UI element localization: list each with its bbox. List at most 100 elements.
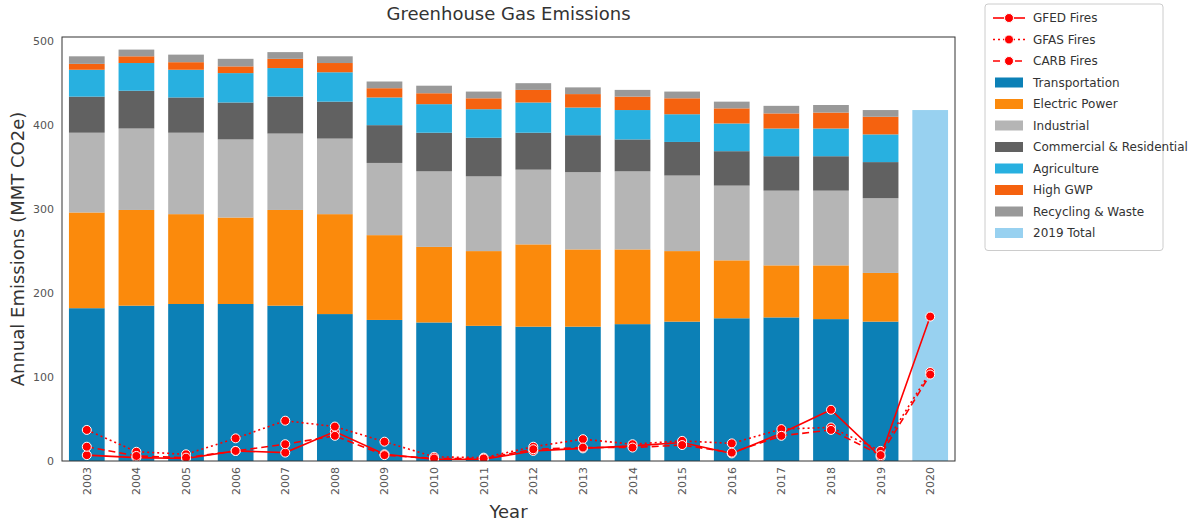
marker	[678, 441, 687, 450]
bar	[119, 50, 155, 57]
x-tick-label: 2013	[577, 467, 590, 495]
bar	[863, 117, 899, 135]
legend-swatch	[995, 78, 1023, 88]
x-tick-label: 2003	[81, 467, 94, 495]
bar	[764, 106, 800, 114]
bar	[764, 113, 800, 128]
bar	[565, 108, 601, 136]
bar	[317, 102, 353, 139]
x-tick-label: 2006	[230, 467, 243, 495]
bar	[466, 92, 502, 99]
bar	[69, 70, 105, 97]
marker	[281, 448, 290, 457]
plot-background	[62, 37, 955, 461]
bar	[69, 97, 105, 133]
bar	[813, 265, 849, 319]
bar	[218, 139, 254, 217]
legend-label: Agriculture	[1033, 162, 1099, 176]
bar	[764, 129, 800, 157]
bar	[863, 273, 899, 322]
line	[87, 317, 930, 460]
marker	[578, 443, 587, 452]
marker	[231, 446, 240, 455]
bar	[565, 94, 601, 107]
bar	[615, 324, 651, 461]
bar	[119, 63, 155, 91]
y-tick-label: 200	[33, 287, 54, 300]
x-axis-label: Year	[488, 501, 528, 522]
bar	[664, 142, 700, 176]
bar	[317, 139, 353, 215]
bar	[466, 138, 502, 177]
bar	[664, 251, 700, 322]
marker	[777, 431, 786, 440]
bar	[218, 304, 254, 461]
bar	[863, 134, 899, 162]
bar	[565, 249, 601, 326]
bar	[664, 92, 700, 99]
marker	[132, 451, 141, 460]
bar	[168, 97, 204, 132]
marker	[82, 425, 91, 434]
marker	[727, 449, 736, 458]
x-tick-label: 2014	[627, 467, 640, 495]
legend-label: GFED Fires	[1033, 11, 1098, 25]
x-tick-label: 2017	[775, 467, 788, 495]
legend-label: Industrial	[1033, 119, 1089, 133]
bar	[714, 108, 750, 123]
bar	[168, 214, 204, 304]
marker	[826, 405, 835, 414]
y-tick-label: 100	[33, 371, 54, 384]
bar	[267, 210, 303, 306]
bar	[218, 73, 254, 102]
marker	[281, 440, 290, 449]
bar	[416, 247, 452, 323]
x-tick-label: 2018	[825, 467, 838, 495]
bar	[764, 191, 800, 266]
bar	[863, 198, 899, 273]
bar	[714, 151, 750, 185]
plot-frame	[62, 37, 955, 461]
marker	[578, 444, 587, 453]
x-tick-label: 2016	[726, 467, 739, 495]
bar	[466, 176, 502, 251]
x-tick-label: 2007	[279, 467, 292, 495]
bar	[267, 68, 303, 97]
bar	[119, 129, 155, 210]
bar	[565, 87, 601, 94]
x-tick-label: 2020	[924, 467, 937, 495]
bar	[69, 56, 105, 64]
bar	[863, 322, 899, 461]
y-tick-label: 500	[33, 35, 54, 48]
bar	[515, 90, 551, 103]
bar	[317, 314, 353, 461]
bar	[764, 265, 800, 317]
marker	[479, 455, 488, 461]
marker	[380, 450, 389, 459]
bar	[813, 319, 849, 461]
bar	[912, 110, 948, 461]
bar	[367, 163, 403, 235]
bar	[218, 102, 254, 139]
bar	[466, 251, 502, 326]
bar	[714, 123, 750, 151]
legend-marker	[1005, 14, 1014, 23]
bar	[168, 55, 204, 63]
bar	[218, 66, 254, 73]
legend-swatch	[995, 185, 1023, 195]
legend-marker	[1005, 57, 1014, 66]
bar	[714, 102, 750, 109]
bar	[615, 249, 651, 324]
bar	[416, 133, 452, 172]
marker	[380, 451, 389, 460]
bar	[416, 86, 452, 94]
bar	[714, 186, 750, 261]
bar	[416, 171, 452, 247]
marker	[926, 370, 935, 379]
bar	[168, 133, 204, 214]
marker	[380, 437, 389, 446]
marker	[281, 416, 290, 425]
bar	[664, 98, 700, 114]
bar	[565, 172, 601, 249]
x-tick-label: 2005	[180, 467, 193, 495]
